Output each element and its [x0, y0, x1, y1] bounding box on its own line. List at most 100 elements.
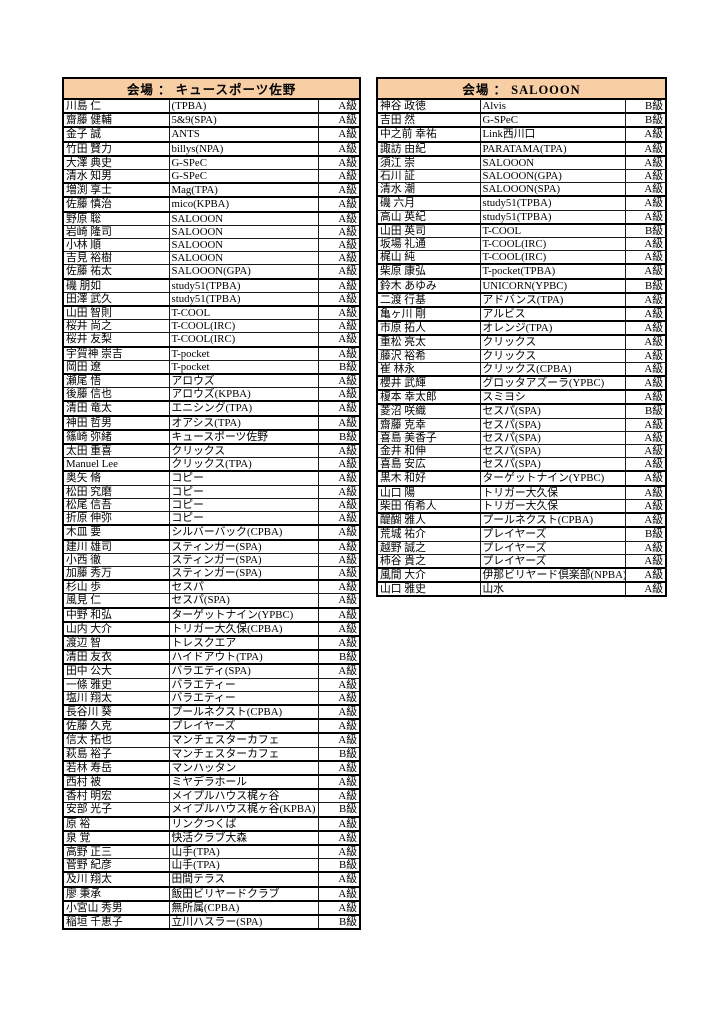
table-row: 加藤 秀万 スティンガー(SPA) A級	[62, 565, 361, 581]
club-cell: オアシス(TPA)	[168, 414, 319, 431]
grade-cell: A級	[317, 251, 361, 266]
club-cell: mico(KPBA)	[168, 196, 319, 213]
player-name-cell: 梶山 純	[376, 250, 481, 265]
table-row: 磯 朋如 study51(TPBA) A級	[62, 277, 361, 293]
table-row: 黒木 和好 ターゲットナイン(YPBC) A級	[376, 470, 667, 487]
table-row: 廖 秉承 飯田ビリヤードクラブ A級	[62, 885, 361, 902]
grade-cell: A級	[624, 126, 667, 143]
table-row: 清水 知男 G-SPeC A級	[62, 169, 361, 184]
club-cell: T-pocket	[168, 359, 319, 375]
grade-cell: B級	[317, 802, 361, 818]
player-name-cell: 醍醐 雅人	[376, 512, 481, 528]
player-name-cell: 及川 翔太	[62, 871, 170, 888]
club-cell: セスパ(SPA)	[479, 444, 626, 459]
player-name-cell: 岡田 遼	[62, 359, 170, 375]
grade-cell: A級	[624, 512, 667, 528]
grade-cell: A級	[624, 140, 667, 157]
club-cell: Link西川口	[479, 126, 626, 143]
player-name-cell: 重松 亮太	[376, 334, 481, 350]
table-row: 吉見 裕樹 SALOOON A級	[62, 251, 361, 266]
club-cell: PARATAMA(TPA)	[479, 140, 626, 157]
grade-cell: A級	[624, 348, 667, 363]
club-cell: グロッタアズーラ(YPBC)	[479, 375, 626, 391]
club-cell: クリックス(CPBA)	[479, 361, 626, 377]
player-name-cell: 菅野 紀彦	[62, 858, 170, 873]
table-row: 菅野 紀彦 山手(TPA) B級	[62, 858, 361, 873]
grade-cell: A級	[624, 430, 667, 446]
grade-cell: A級	[317, 773, 361, 790]
grade-cell: A級	[624, 263, 667, 280]
player-name-cell: 増渕 享士	[62, 182, 170, 198]
player-name-cell: 岩崎 隆司	[62, 224, 170, 240]
grade-cell: A級	[317, 815, 361, 832]
club-cell: リンクつくば	[168, 815, 319, 832]
grade-cell: A級	[317, 579, 361, 595]
club-cell: (TPBA)	[168, 98, 319, 114]
club-cell: SALOOON(GPA)	[168, 264, 319, 280]
grade-cell: A級	[317, 182, 361, 198]
club-cell: G-SPeC	[479, 112, 626, 128]
club-cell: プレイヤーズ	[479, 540, 626, 555]
player-name-cell: 安部 光子	[62, 802, 170, 818]
player-name-cell: 後藤 信也	[62, 387, 170, 402]
player-name-cell: 柴田 侑希人	[376, 498, 481, 514]
player-name-cell: 齋藤 健輔	[62, 112, 170, 128]
club-cell: コピー	[168, 511, 319, 526]
club-cell: プールネクスト(CPBA)	[479, 512, 626, 528]
table-row: 神谷 政徳 Alvis B級	[376, 98, 667, 114]
player-name-cell: 磯 六月	[376, 195, 481, 211]
player-name-cell: 高山 英紀	[376, 209, 481, 225]
club-cell: オレンジ(TPA)	[479, 320, 626, 336]
player-name-cell: 奥矢 脩	[62, 470, 170, 486]
club-cell: プレイヤーズ	[479, 526, 626, 542]
club-cell: 立川ハスラー(SPA)	[168, 913, 319, 930]
club-cell: プレイヤーズ	[479, 553, 626, 569]
club-cell: アロウズ	[168, 373, 319, 389]
grade-cell: A級	[317, 620, 361, 637]
table-row: 原 裕リンクつくば A級	[62, 815, 361, 832]
club-cell: セスパ(SPA)	[479, 430, 626, 446]
player-name-cell: 諏訪 由紀	[376, 140, 481, 157]
table-row: 荒城 祐介 プレイヤーズ B級	[376, 526, 667, 542]
player-name-cell: 中之前 幸祐	[376, 126, 481, 143]
player-list-body: 川島 仁 (TPBA) A級 齋藤 健輔 5&9(SPA) A級 金子 誠 ANTS A級 竹田 …	[62, 98, 361, 930]
grade-cell: A級	[624, 457, 667, 472]
club-cell: トレスクエア	[168, 634, 319, 651]
club-cell: トリガー大久保(CPBA)	[168, 620, 319, 637]
player-name-cell: 杉山 歩	[62, 579, 170, 595]
table-row: 泉 覚快活クラブ大森 A級	[62, 829, 361, 846]
table-row: 中之前 幸祐 Link西川口 A級	[376, 126, 667, 143]
club-cell: アドバンス(TPA)	[479, 291, 626, 308]
grade-cell: A級	[317, 538, 361, 554]
table-row: 重松 亮太 クリックス A級	[376, 334, 667, 350]
club-cell: 山手(TPA)	[168, 843, 319, 860]
player-name-cell: 坂場 礼通	[376, 237, 481, 252]
player-name-cell: 竹田 賢力	[62, 140, 170, 157]
grade-cell: B級	[624, 403, 667, 419]
table-row: 一條 雅史 バラエティー A級	[62, 677, 361, 692]
player-name-cell: 櫻井 武輝	[376, 375, 481, 391]
club-cell: study51(TPBA)	[479, 195, 626, 211]
table-row: 梶山 純 T-COOL(IRC) A級	[376, 250, 667, 265]
grade-cell: A級	[317, 470, 361, 486]
table-row: 越野 誠之 プレイヤーズ A級	[376, 540, 667, 555]
player-name-cell: 磯 朋如	[62, 277, 170, 293]
club-cell: スティンガー(SPA)	[168, 565, 319, 581]
grade-cell: A級	[317, 703, 361, 720]
club-cell: ハイドアウト(TPA)	[168, 649, 319, 665]
player-name-cell: 川島 仁	[62, 98, 170, 114]
grade-cell: A級	[624, 154, 667, 171]
grade-cell: A級	[317, 677, 361, 692]
table-row: 神田 哲男 オアシス(TPA) A級	[62, 414, 361, 431]
player-name-cell: 一條 雅史	[62, 677, 170, 692]
table-row: 榎本 幸太郎 スミヨシ A級	[376, 389, 667, 405]
grade-cell: A級	[317, 98, 361, 114]
grade-cell: A級	[317, 759, 361, 776]
club-cell: クリックス	[168, 443, 319, 459]
venue-table-cuesports-sano: 会場 ： キュースポーツ佐野 川島 仁 (TPBA) A級 齋藤 健輔 5&9(SPA)…	[61, 77, 362, 931]
table-row: 建川 雄司 スティンガー(SPA) A級	[62, 538, 361, 554]
grade-cell: A級	[317, 885, 361, 902]
player-name-cell: 宇賀神 崇吉	[62, 345, 170, 361]
table-row: 西村 被ミヤデラホール A級	[62, 773, 361, 790]
table-row: 奥矢 脩コピー A級	[62, 470, 361, 486]
